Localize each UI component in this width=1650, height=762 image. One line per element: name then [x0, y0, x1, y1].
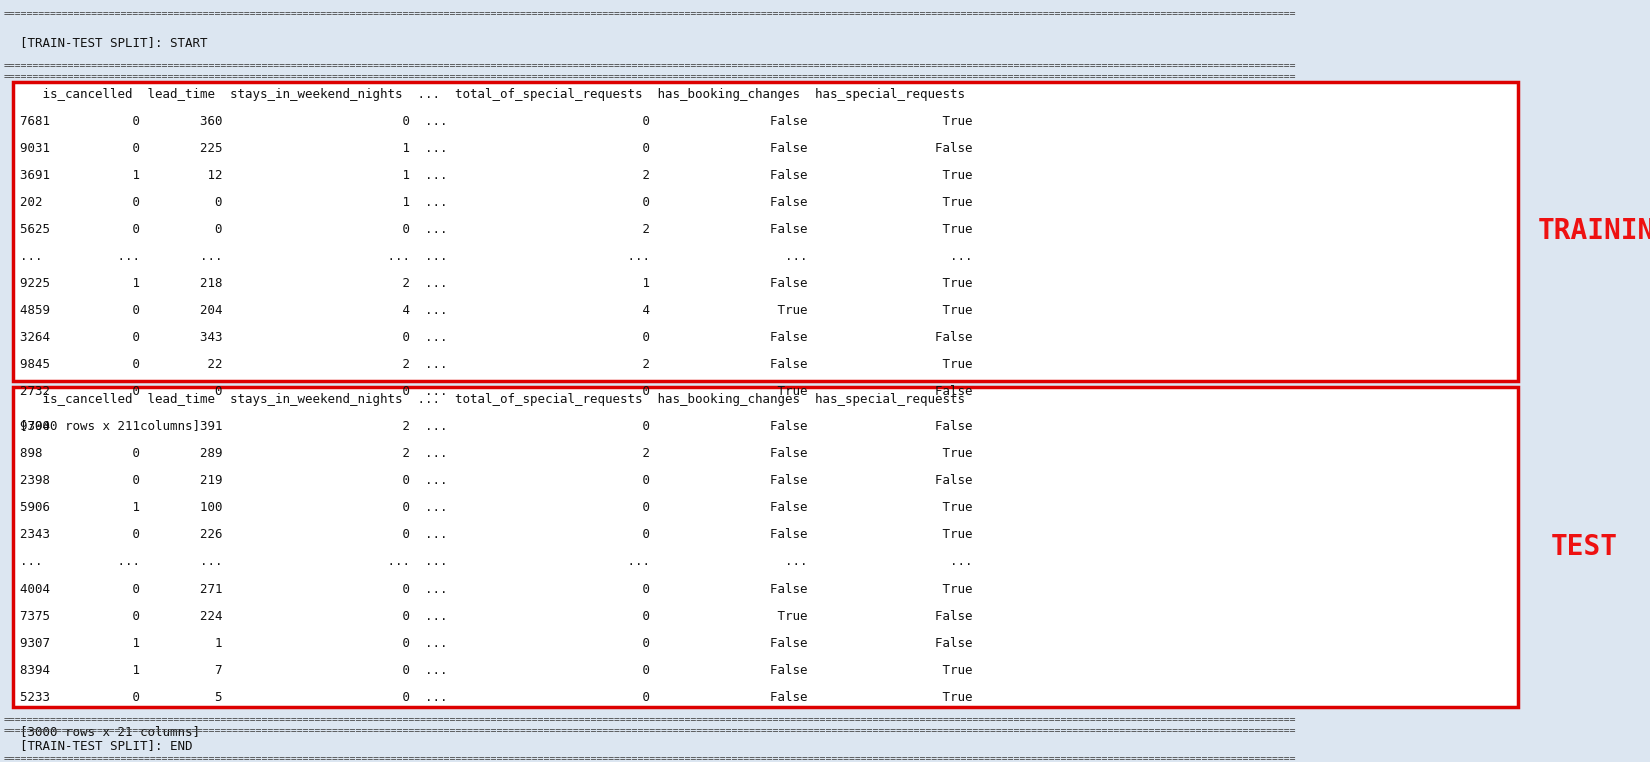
Text: 3264           0        343                        0  ...                       : 3264 0 343 0 ...	[20, 331, 972, 344]
Text: 4859           0        204                        4  ...                       : 4859 0 204 4 ...	[20, 304, 972, 317]
Text: 4004           0        271                        0  ...                       : 4004 0 271 0 ...	[20, 582, 972, 596]
Text: [7000 rows x 21 columns]: [7000 rows x 21 columns]	[20, 419, 200, 432]
Text: 202            0          0                        1  ...                       : 202 0 0 1 ...	[20, 196, 972, 209]
Text: 9031           0        225                        1  ...                       : 9031 0 225 1 ...	[20, 142, 972, 155]
Text: 9307           1          1                        0  ...                       : 9307 1 1 0 ...	[20, 636, 972, 650]
Text: 9845           0         22                        2  ...                       : 9845 0 22 2 ...	[20, 358, 972, 371]
Text: ================================================================================: ========================================…	[3, 726, 1295, 736]
Text: 9225           1        218                        2  ...                       : 9225 1 218 2 ...	[20, 277, 972, 290]
Text: ================================================================================: ========================================…	[3, 754, 1295, 762]
Text: is_cancelled  lead_time  stays_in_weekend_nights  ...  total_of_special_requests: is_cancelled lead_time stays_in_weekend_…	[20, 393, 965, 406]
Text: is_cancelled  lead_time  stays_in_weekend_nights  ...  total_of_special_requests: is_cancelled lead_time stays_in_weekend_…	[20, 88, 965, 101]
Text: 5233           0          5                        0  ...                       : 5233 0 5 0 ...	[20, 690, 972, 704]
Text: 2343           0        226                        0  ...                       : 2343 0 226 0 ...	[20, 528, 972, 542]
Text: ================================================================================: ========================================…	[3, 9, 1295, 19]
Text: [TRAIN-TEST SPLIT]: END: [TRAIN-TEST SPLIT]: END	[20, 739, 193, 752]
Text: ================================================================================: ========================================…	[3, 72, 1295, 82]
Bar	[13, 387, 1518, 707]
Text: 3691           1         12                        1  ...                       : 3691 1 12 1 ...	[20, 168, 972, 182]
Text: ...          ...        ...                      ...  ...                       : ... ... ... ... ...	[20, 555, 972, 568]
Text: 8394           1          7                        0  ...                       : 8394 1 7 0 ...	[20, 664, 972, 677]
Text: 5906           1        100                        0  ...                       : 5906 1 100 0 ...	[20, 501, 972, 514]
Bar	[13, 82, 1518, 381]
Text: 2732           0          0                        0  ...                       : 2732 0 0 0 ...	[20, 385, 972, 399]
Text: TRAINING: TRAINING	[1538, 217, 1650, 245]
Text: ================================================================================: ========================================…	[3, 61, 1295, 71]
Text: ...          ...        ...                      ...  ...                       : ... ... ... ... ...	[20, 250, 972, 263]
Text: 7375           0        224                        0  ...                       : 7375 0 224 0 ...	[20, 610, 972, 623]
Text: TEST: TEST	[1551, 533, 1619, 561]
Text: [3000 rows x 21 columns]: [3000 rows x 21 columns]	[20, 725, 200, 738]
Text: ================================================================================: ========================================…	[3, 715, 1295, 725]
Text: 7681           0        360                        0  ...                       : 7681 0 360 0 ...	[20, 114, 972, 128]
Text: 2398           0        219                        0  ...                       : 2398 0 219 0 ...	[20, 474, 972, 488]
Text: 5625           0          0                        0  ...                       : 5625 0 0 0 ...	[20, 223, 972, 236]
Text: [TRAIN-TEST SPLIT]: START: [TRAIN-TEST SPLIT]: START	[20, 36, 208, 49]
Text: 9394           1        391                        2  ...                       : 9394 1 391 2 ...	[20, 421, 972, 434]
Text: 898            0        289                        2  ...                       : 898 0 289 2 ...	[20, 447, 972, 460]
